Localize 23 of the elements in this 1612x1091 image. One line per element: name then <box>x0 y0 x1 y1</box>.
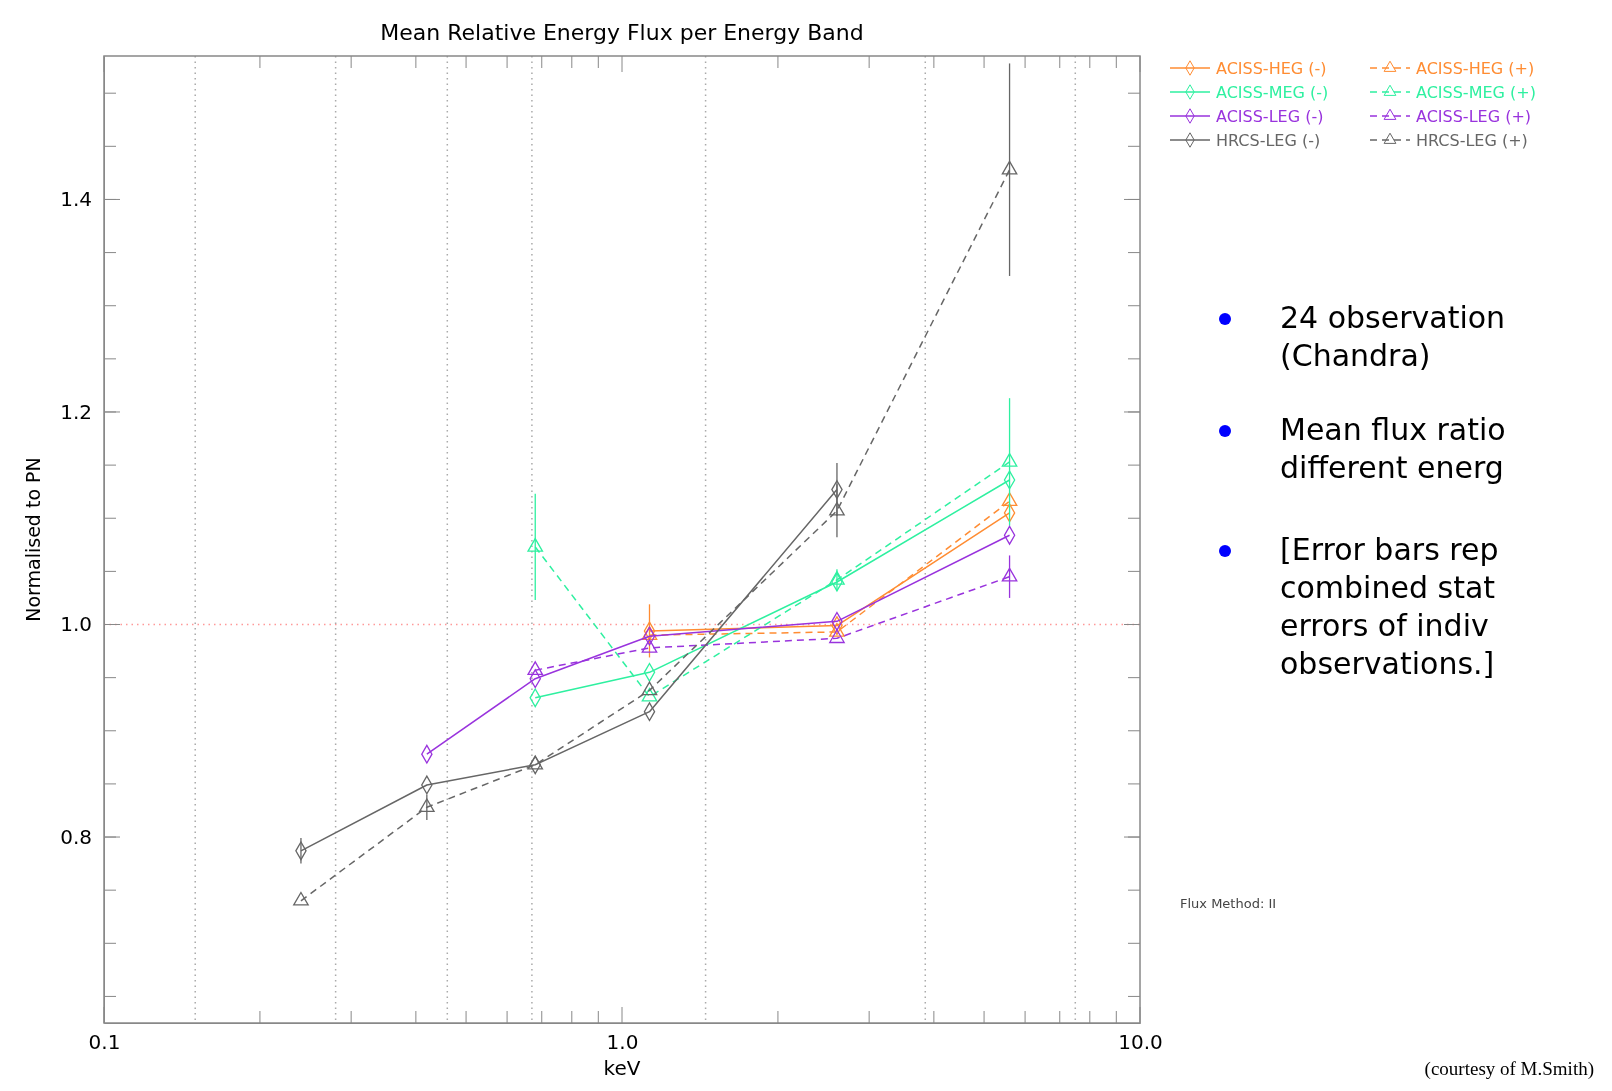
x-tick-label: 0.1 <box>88 1030 121 1055</box>
legend-label: ACISS-HEG (+) <box>1416 59 1535 78</box>
y-tick-label: 1.0 <box>60 612 92 637</box>
text: (courtesy of M.Smith) <box>1424 1058 1594 1080</box>
y-tick-label: 1.2 <box>60 399 92 424</box>
y-axis-title: Normalised to PN <box>22 457 44 622</box>
legend-label: ACISS-MEG (+) <box>1416 83 1536 102</box>
x-tick-label: 10.0 <box>1118 1030 1163 1055</box>
y-tick-label: 1.4 <box>60 187 92 212</box>
legend-label: ACISS-MEG (-) <box>1216 83 1329 102</box>
text: Flux Method: II <box>1180 896 1277 911</box>
x-axis-title: keV <box>603 1056 641 1080</box>
text: [Error bars rep combined stat errors of indiv observations.] <box>1280 532 1499 681</box>
legend-label: ACISS-HEG (-) <box>1216 59 1327 78</box>
text: Mean flux ratio different energ <box>1280 412 1506 485</box>
legend-label: ACISS-LEG (-) <box>1216 107 1324 126</box>
legend-label: HRCS-LEG (-) <box>1216 131 1321 150</box>
x-tick-label: 1.0 <box>606 1030 639 1055</box>
legend-label: ACISS-LEG (+) <box>1416 107 1532 126</box>
chart-title: Mean Relative Energy Flux per Energy Band <box>380 20 864 45</box>
text: 24 observation (Chandra) <box>1280 300 1506 373</box>
y-tick-label: 0.8 <box>60 824 92 849</box>
legend-label: HRCS-LEG (+) <box>1416 131 1528 150</box>
